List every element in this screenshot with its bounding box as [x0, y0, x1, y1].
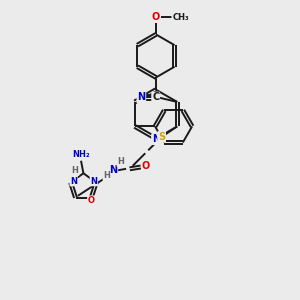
Text: N: N	[90, 177, 97, 186]
Text: C: C	[152, 92, 159, 102]
Text: H: H	[72, 167, 79, 176]
Text: N: N	[109, 165, 117, 175]
Text: O: O	[152, 12, 160, 22]
Text: H: H	[103, 171, 110, 180]
Text: CH₃: CH₃	[172, 13, 189, 22]
Text: S: S	[158, 132, 165, 142]
Text: O: O	[142, 161, 150, 171]
Text: O: O	[88, 196, 95, 205]
Text: N: N	[70, 177, 77, 186]
Text: N: N	[152, 134, 160, 144]
Text: NH₂: NH₂	[72, 150, 90, 159]
Text: N: N	[137, 92, 146, 102]
Text: H: H	[117, 158, 124, 166]
